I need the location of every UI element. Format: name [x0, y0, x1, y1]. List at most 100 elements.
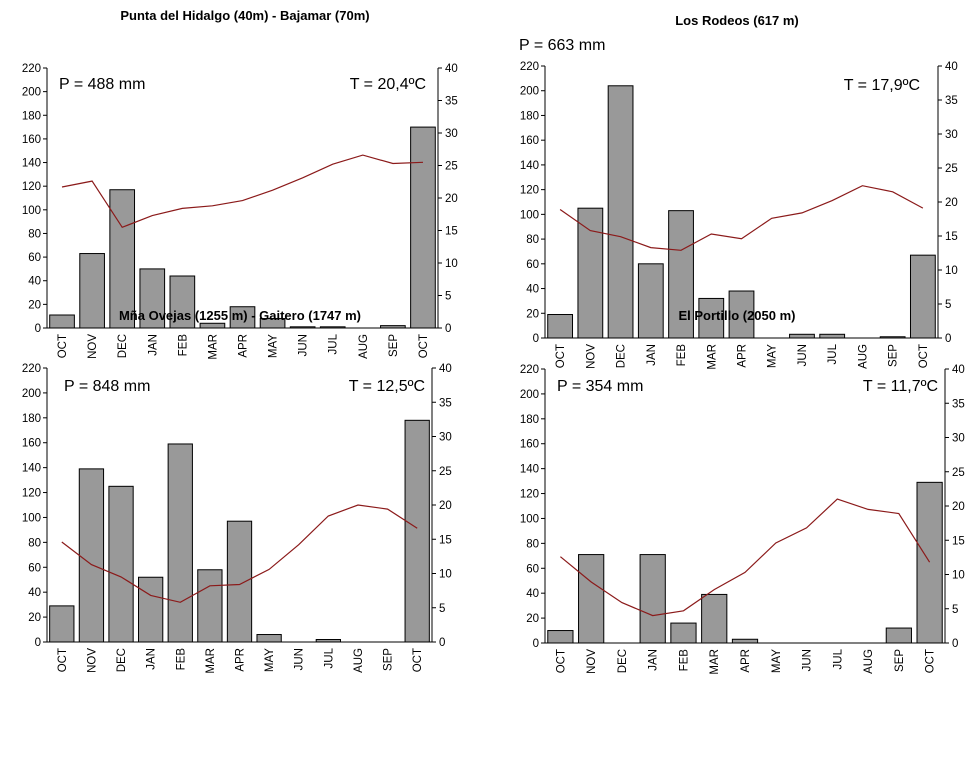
precipitation-bar [577, 207, 604, 339]
right-axis-tick-label: 5 [945, 299, 951, 311]
month-label: APR [737, 344, 749, 368]
left-axis-tick-label: 120 [520, 489, 539, 501]
right-axis-tick-label: 15 [445, 226, 458, 238]
month-label: JUL [827, 343, 839, 364]
precipitation-bar [226, 520, 253, 643]
precipitation-bar [78, 468, 105, 643]
temperature-line [61, 504, 418, 603]
temperature-mean-label: T = 20,4ºC [350, 76, 426, 93]
left-axis-tick-label: 100 [22, 205, 41, 217]
month-label: AUG [857, 344, 869, 369]
temperature-line [559, 185, 924, 251]
precipitation-bar [607, 85, 634, 339]
month-label: OCT [57, 648, 69, 672]
right-axis-tick-label: 10 [945, 265, 958, 277]
month-label: DEC [117, 334, 129, 358]
precipitation-bar [49, 314, 75, 329]
precipitation-bar [109, 189, 136, 329]
left-axis-tick-label: 60 [28, 562, 41, 574]
month-label: NOV [586, 649, 598, 674]
precipitation-bar [701, 593, 728, 644]
month-label: JUN [802, 649, 814, 671]
precipitation-bar [578, 554, 605, 644]
chart-title: Mña Ovejas (1255 m) - Gaitero (1747 m) [119, 308, 361, 323]
precipitation-bar [410, 126, 436, 329]
right-axis-tick-label: 25 [945, 163, 958, 175]
left-axis-tick-label: 200 [520, 86, 539, 98]
right-axis-tick-label: 15 [945, 231, 958, 243]
left-axis-tick-label: 160 [520, 135, 539, 147]
left-axis-tick-label: 20 [526, 308, 539, 320]
left-axis-tick-label: 140 [22, 463, 41, 475]
left-axis-tick-label: 200 [22, 388, 41, 400]
right-axis-tick-label: 40 [439, 363, 452, 375]
left-axis-tick-label: 120 [520, 185, 539, 197]
right-axis-tick-label: 20 [439, 500, 452, 512]
left-axis-tick-label: 60 [28, 252, 41, 264]
precipitation-bar [819, 333, 846, 339]
left-axis-tick-label: 180 [22, 413, 41, 425]
left-axis-tick-label: 60 [526, 259, 539, 271]
left-axis-tick-label: 160 [520, 439, 539, 451]
month-label: OCT [555, 344, 567, 368]
left-axis-tick-label: 140 [22, 158, 41, 170]
chart-panel-2: Los Rodeos (617 m)0204060801001201401601… [519, 13, 958, 370]
left-axis-tick-label: 100 [520, 513, 539, 525]
left-axis-tick-label: 40 [28, 276, 41, 288]
precipitation-bar [169, 275, 196, 329]
month-label: JAN [648, 649, 660, 671]
temperature-line [61, 154, 424, 229]
temperature-mean-label: T = 11,7ºC [863, 378, 938, 395]
left-axis-tick-label: 0 [35, 323, 41, 335]
left-axis-tick-label: 180 [520, 110, 539, 122]
month-label: SEP [888, 344, 900, 367]
month-label: MAR [205, 648, 217, 674]
precipitation-bar [139, 268, 166, 329]
right-axis-tick-label: 0 [439, 637, 445, 649]
left-axis-tick-label: 40 [526, 588, 539, 600]
month-label: OCT [412, 648, 424, 672]
left-axis-tick-label: 180 [22, 110, 41, 122]
left-axis-tick-label: 20 [28, 299, 41, 311]
precipitation-bar [167, 443, 193, 643]
precipitation-bar [728, 290, 755, 339]
month-label: OCT [57, 334, 69, 358]
month-label: JUL [323, 647, 335, 668]
left-axis-tick-label: 160 [22, 438, 41, 450]
month-label: AUG [863, 649, 875, 674]
precipitation-bar [197, 569, 223, 643]
right-axis-tick-label: 5 [439, 603, 445, 615]
left-axis-tick-label: 0 [35, 637, 41, 649]
month-label: AUG [353, 648, 365, 673]
right-axis-tick-label: 0 [445, 323, 451, 335]
right-axis-tick-label: 10 [439, 569, 452, 581]
left-axis-tick-label: 80 [526, 234, 539, 246]
month-label: SEP [383, 648, 395, 671]
precipitation-bar [547, 630, 574, 644]
right-axis-tick-label: 0 [945, 333, 951, 345]
right-axis-tick-label: 20 [445, 193, 458, 205]
precipitation-bar [199, 322, 226, 329]
left-axis-tick-label: 0 [533, 638, 539, 650]
left-axis-tick-label: 80 [526, 538, 539, 550]
right-axis-tick-label: 30 [952, 433, 965, 445]
chart-panel-3: Mña Ovejas (1255 m) - Gaitero (1747 m) 0 2… [22, 308, 452, 674]
left-axis-tick-label: 60 [526, 563, 539, 575]
chart-title: El Portillo (2050 m) [678, 308, 795, 323]
month-label: SEP [388, 334, 400, 357]
right-axis-tick-label: 15 [952, 535, 965, 547]
month-label: APR [235, 648, 247, 672]
right-axis-tick-label: 35 [952, 398, 965, 410]
left-axis-tick-label: 200 [520, 389, 539, 401]
right-axis-tick-label: 25 [952, 467, 965, 479]
temperature-line [560, 498, 931, 617]
month-label: MAR [709, 649, 721, 675]
right-axis-tick-label: 5 [445, 291, 451, 303]
month-label: JUN [797, 344, 809, 366]
precipitation-bar [698, 297, 725, 339]
left-axis-tick-label: 220 [22, 363, 41, 375]
temperature-mean-label: T = 17,9ºC [844, 77, 920, 94]
precipitation-bar [138, 576, 164, 643]
month-label: NOV [87, 334, 99, 359]
